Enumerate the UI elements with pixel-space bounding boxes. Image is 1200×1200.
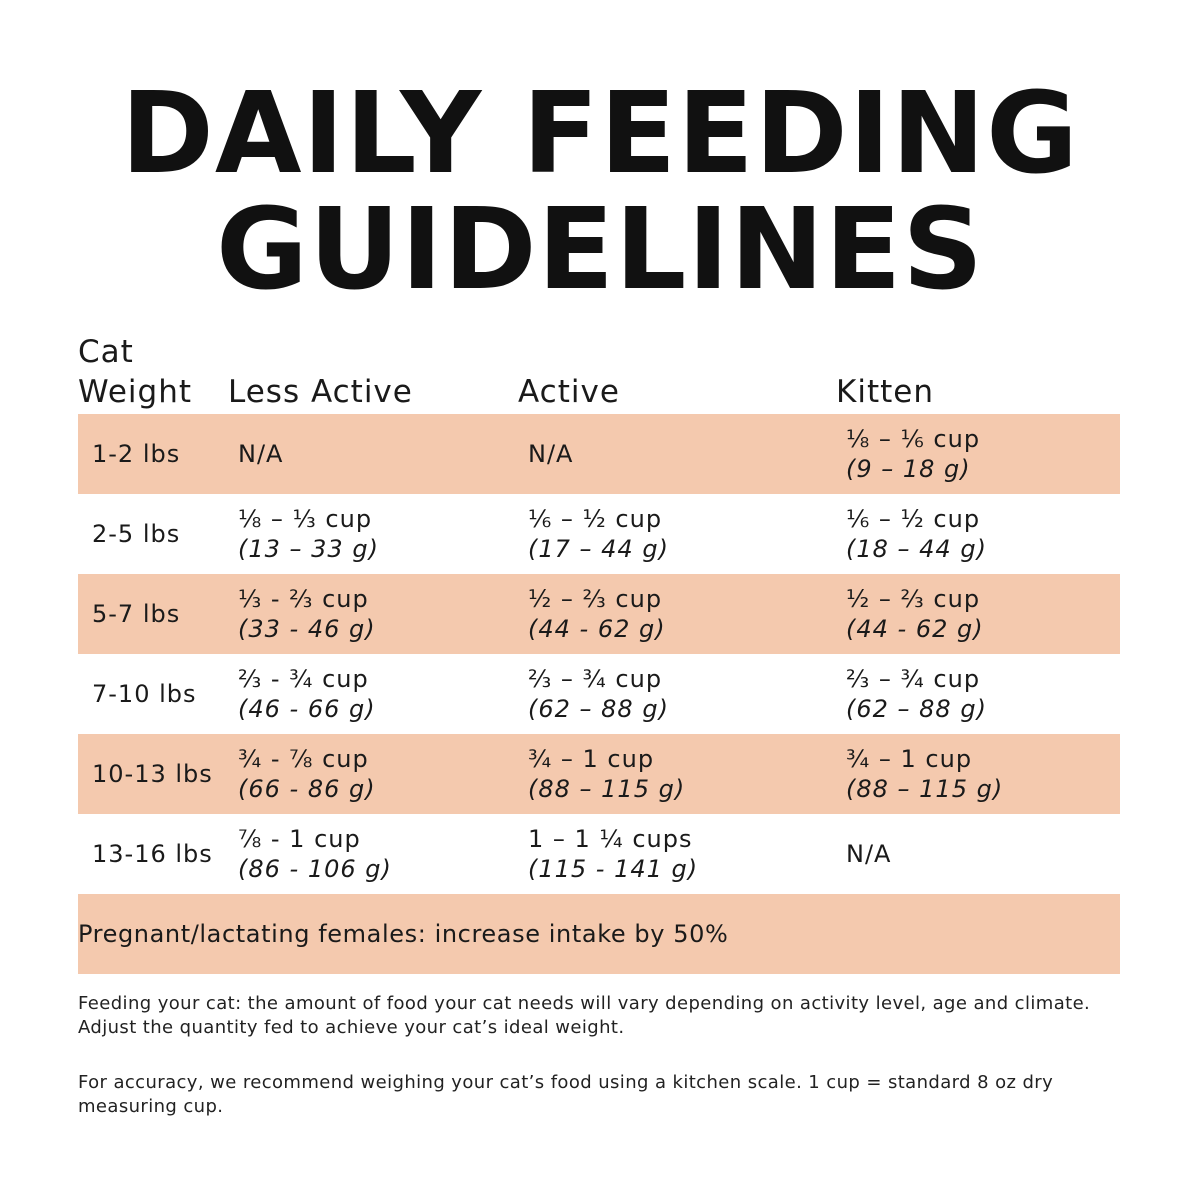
gram-amount: (62 – 88 g) [528, 695, 669, 723]
table-row: 7-10 lbs ⅔ - ¾ cup (46 - 66 g) ⅔ – ¾ cup(… [78, 654, 1120, 734]
weight-cell: 2-5 lbs [92, 520, 181, 548]
less-active-cell: ⅞ - 1 cup (86 - 106 g) [228, 814, 518, 894]
pregnant-note-row: Pregnant/lactating females: increase int… [78, 894, 1120, 974]
kitten-cell: N/A [836, 814, 1120, 894]
active-cell: ⅔ – ¾ cup (62 – 88 g) [518, 654, 836, 734]
title-line-1: DAILY FEEDING [120, 69, 1080, 199]
header-cat-weight: Cat Weight [78, 334, 193, 410]
weight-cell: 13-16 lbs [92, 840, 213, 868]
footnote-accuracy: For accuracy, we recommend weighing your… [78, 1072, 1054, 1117]
kitten-cell: ⅛ – ⅙ cup (9 – 18 g) [836, 414, 1120, 494]
title-line-2: GUIDELINES [216, 185, 984, 315]
weight-cell: 1-2 lbs [78, 414, 228, 494]
cup-amount: ⅞ - 1 cup [238, 825, 361, 853]
gram-amount: (88 – 115 g) [528, 775, 686, 803]
gram-amount: (46 - 66 g) [238, 695, 376, 723]
table-row: 10-13 lbs ¾ - ⅞ cup (66 - 86 g) ¾ – 1 cup… [78, 734, 1120, 814]
active-cell: 1 – 1 ¼ cups (115 - 141 g) [518, 814, 836, 894]
kitten-cell: ½ – ⅔ cup (44 - 62 g) [836, 574, 1120, 654]
cup-amount: ⅔ – ¾ cup [528, 665, 663, 693]
active-cell: ½ – ⅔ cup (44 - 62 g) [518, 574, 836, 654]
cup-amount: ⅔ - ¾ cup [238, 665, 369, 693]
cup-amount: ⅔ – ¾ cup [846, 665, 981, 693]
weight-cell: 10-13 lbs [78, 734, 228, 814]
active-cell: N/A [518, 414, 836, 494]
cup-amount: ¾ – 1 cup [846, 745, 973, 773]
feeding-table: Cat Weight Less Active Active Kitten 1-2… [78, 328, 1120, 974]
less-active-cell: ⅓ - ⅔ cup (33 - 46 g) [228, 574, 518, 654]
gram-amount: (86 - 106 g) [238, 855, 392, 883]
cup-amount: 1 – 1 ¼ cups [528, 825, 693, 853]
cup-amount: ⅙ – ½ cup [528, 505, 663, 533]
gram-amount: (9 – 18 g) [846, 455, 971, 483]
page-title: DAILY FEEDING GUIDELINES [0, 78, 1200, 310]
gram-amount: (13 – 33 g) [238, 535, 379, 563]
gram-amount: (88 – 115 g) [846, 775, 1004, 803]
cup-amount: ½ – ⅔ cup [528, 585, 663, 613]
header-kitten: Kitten [836, 374, 934, 410]
table-row: 1-2 lbs N/A N/A ⅛ – ⅙ cup (9 – 18 g) [78, 414, 1120, 494]
kitten-cell: ⅔ – ¾ cup (62 – 88 g) [836, 654, 1120, 734]
table-header-row: Cat Weight Less Active Active Kitten [78, 328, 1120, 414]
gram-amount: (33 - 46 g) [238, 615, 376, 643]
gram-amount: (17 – 44 g) [528, 535, 669, 563]
footnote-feeding: Feeding your cat: the amount of food you… [78, 993, 1091, 1038]
less-active-cell: N/A [228, 414, 518, 494]
cup-amount: ¾ - ⅞ cup [238, 745, 369, 773]
weight-cell: 7-10 lbs [92, 680, 197, 708]
cup-amount: N/A [238, 440, 284, 468]
cup-amount: ¾ – 1 cup [528, 745, 655, 773]
cup-amount: N/A [846, 840, 892, 868]
table-row: 13-16 lbs ⅞ - 1 cup (86 - 106 g) 1 – 1 ¼ … [78, 814, 1120, 894]
cup-amount: ½ – ⅔ cup [846, 585, 981, 613]
gram-amount: (18 – 44 g) [846, 535, 987, 563]
kitten-cell: ¾ – 1 cup (88 – 115 g) [836, 734, 1120, 814]
less-active-cell: ¾ - ⅞ cup (66 - 86 g) [228, 734, 518, 814]
gram-amount: (62 – 88 g) [846, 695, 987, 723]
header-less-active: Less Active [228, 374, 413, 410]
pregnant-note: Pregnant/lactating females: increase int… [78, 894, 1120, 974]
less-active-cell: ⅔ - ¾ cup (46 - 66 g) [228, 654, 518, 734]
weight-cell: 5-7 lbs [78, 574, 228, 654]
cup-amount: ⅓ - ⅔ cup [238, 585, 369, 613]
gram-amount: (66 - 86 g) [238, 775, 376, 803]
table-row: 2-5 lbs ⅛ – ⅓ cup (13 – 33 g) ⅙ – ½ cup (1… [78, 494, 1120, 574]
gram-amount: (115 - 141 g) [528, 855, 699, 883]
cup-amount: ⅛ – ⅙ cup [846, 425, 981, 453]
cup-amount: ⅙ – ½ cup [846, 505, 981, 533]
less-active-cell: ⅛ – ⅓ cup (13 – 33 g) [228, 494, 518, 574]
kitten-cell: ⅙ – ½ cup (18 – 44 g) [836, 494, 1120, 574]
active-cell: ¾ – 1 cup (88 – 115 g) [518, 734, 836, 814]
gram-amount: (44 - 62 g) [846, 615, 984, 643]
header-active: Active [518, 374, 620, 410]
gram-amount: (44 - 62 g) [528, 615, 666, 643]
table-row: 5-7 lbs ⅓ - ⅔ cup (33 - 46 g) ½ – ⅔ cup (4… [78, 574, 1120, 654]
active-cell: ⅙ – ½ cup (17 – 44 g) [518, 494, 836, 574]
cup-amount: N/A [528, 440, 574, 468]
cup-amount: ⅛ – ⅓ cup [238, 505, 373, 533]
